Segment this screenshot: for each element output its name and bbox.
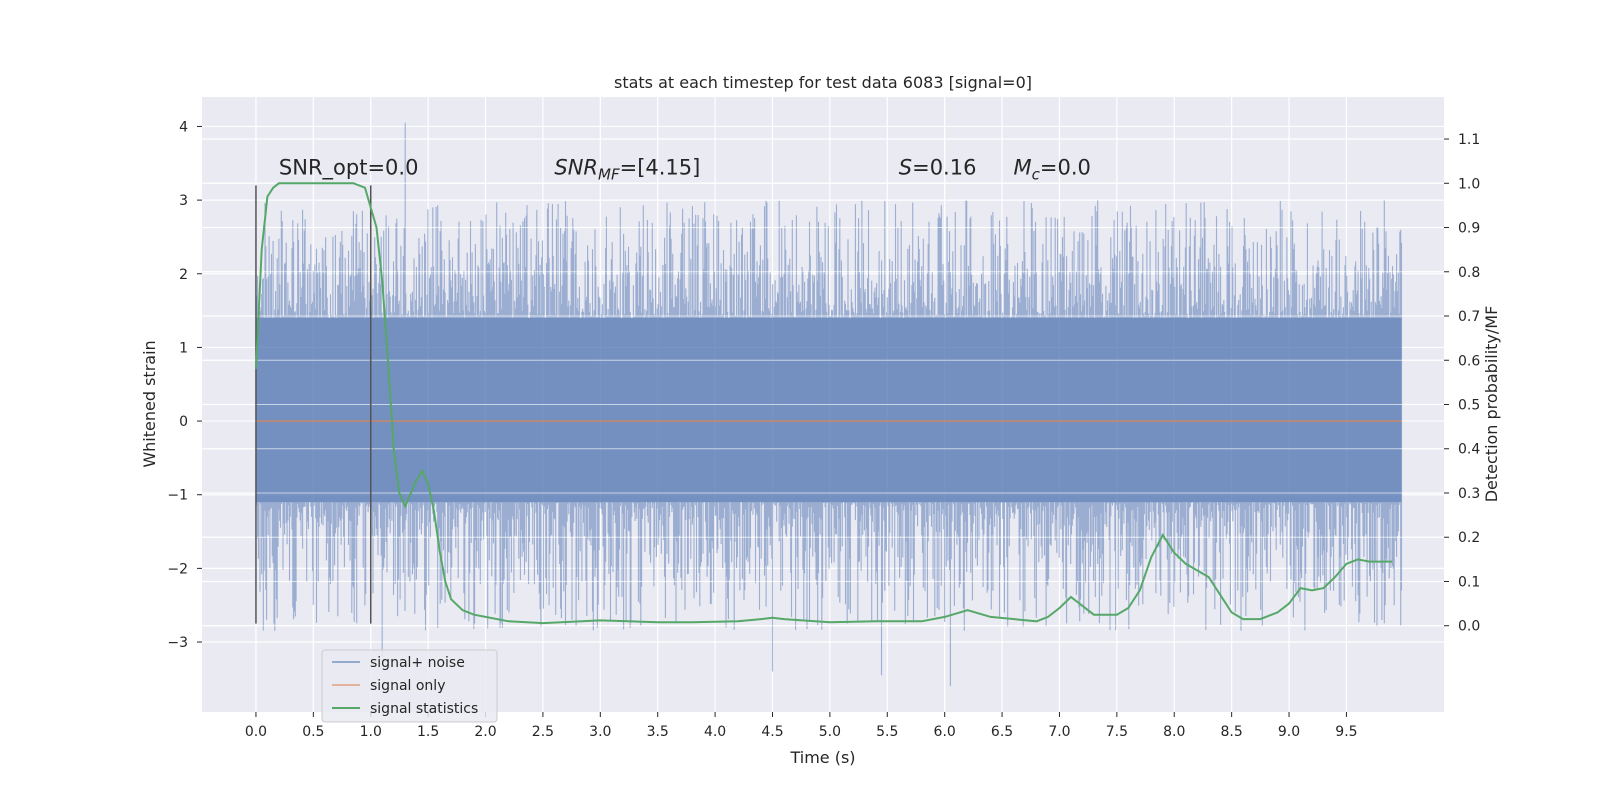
y2-tick-label: 0.1 [1458,574,1480,590]
x-tick-label: 3.5 [647,724,669,740]
x-tick-label: 2.5 [532,724,554,740]
x-axis-title: Time (s) [789,748,855,767]
x-tick-label: 8.5 [1221,724,1243,740]
annotation-text: S=0.16 [899,155,977,179]
x-tick-label: 1.0 [360,724,382,740]
y-axis-title: Whitened strain [140,340,159,467]
legend: signal+ noise signal only signal statist… [321,649,498,723]
y-tick-label: −3 [167,635,188,651]
x-tick-label: 4.5 [761,724,783,740]
noise-band [255,317,1402,503]
y-tick-label: 0 [179,414,188,430]
statistics-line [255,182,1393,625]
noise-series [202,122,1444,687]
y-tick-label: −1 [167,488,188,504]
y-tick-label: 4 [179,119,188,135]
y2-axis-title: Detection probability/MF [1482,306,1501,503]
annotations: SNR_opt=0.0 SNRMF=[4.15] S=0.16 Mc=0.0 [279,155,1091,183]
legend-label-stats: signal statistics [370,701,478,717]
chart-title: stats at each timestep for test data 608… [614,73,1032,92]
y2-tick-label: 1.0 [1458,176,1480,192]
x-tick-label: 9.0 [1278,724,1300,740]
vertical-markers [255,185,372,624]
annotation-text: SNR_opt=0.0 [279,155,419,180]
annotation-text: SNRMF=[4.15] [554,155,700,183]
y2-tick-label: 0.4 [1458,442,1480,458]
x-tick-label: 4.0 [704,724,726,740]
x-axis-ticks: 0.0 0.5 1.0 1.5 2.0 2.5 3.0 3.5 4.0 4.5 5.0 5.5 6.0 6… [245,712,1358,740]
x-tick-label: 7.0 [1048,724,1070,740]
y-tick-label: 1 [179,340,188,356]
legend-box [321,649,498,723]
legend-label-noise: signal+ noise [370,655,465,671]
y2-tick-label: 0.9 [1458,221,1480,237]
y2-tick-label: 0.0 [1458,619,1480,635]
x-tick-label: 9.5 [1335,724,1357,740]
x-tick-label: 1.5 [417,724,439,740]
statistics-series [255,182,1393,625]
y2-axis-ticks: 0.0 0.1 0.2 0.3 0.4 0.5 0.6 0.7 0.8 0.9 1.0 1.1 [1444,132,1480,635]
y-tick-label: 3 [179,193,188,209]
legend-label-signal: signal only [370,678,445,694]
x-tick-label: 7.5 [1106,724,1128,740]
x-tick-label: 8.0 [1163,724,1185,740]
x-tick-label: 0.0 [245,724,267,740]
y-tick-label: 2 [179,267,188,283]
x-tick-label: 5.0 [819,724,841,740]
y-tick-label: −2 [167,561,188,577]
y2-tick-label: 0.6 [1458,353,1480,369]
x-tick-label: 0.5 [302,724,324,740]
y2-tick-label: 0.8 [1458,265,1480,281]
x-tick-label: 2.0 [474,724,496,740]
y-axis-ticks: −3 −2 −1 0 1 2 3 4 [167,119,202,651]
annotation-text: Mc=0.0 [1014,155,1091,183]
y2-tick-label: 0.2 [1458,530,1480,546]
x-tick-label: 5.5 [876,724,898,740]
y2-tick-label: 0.3 [1458,486,1480,502]
x-tick-label: 3.0 [589,724,611,740]
y2-tick-label: 0.7 [1458,309,1480,325]
y2-tick-label: 1.1 [1458,132,1480,148]
x-tick-label: 6.0 [934,724,956,740]
x-tick-label: 6.5 [991,724,1013,740]
y2-tick-label: 0.5 [1458,398,1480,414]
